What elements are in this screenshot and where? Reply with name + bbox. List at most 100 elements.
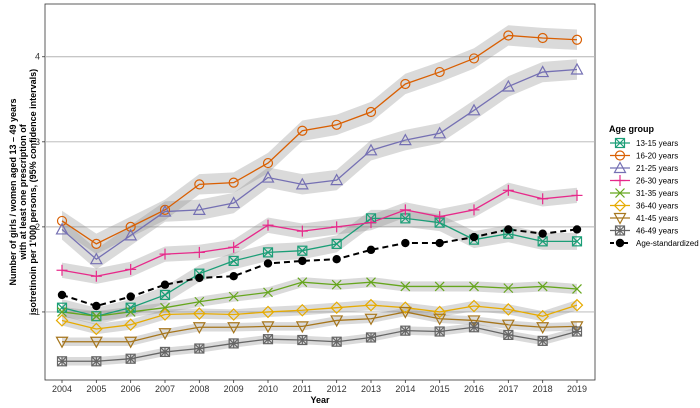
marker-stroke <box>469 281 479 292</box>
marker-triangle-down <box>501 319 515 332</box>
axes: 1 2 3 4 2004 2005 2006 2007 2008 2009 2010 2011 2012… <box>35 52 587 394</box>
data-point-46-49-years <box>228 338 239 349</box>
marker-stroke <box>57 307 67 317</box>
data-point-36-40-years <box>570 298 584 312</box>
legend-key-marker-21-25-years <box>613 161 627 174</box>
marker-triangle <box>227 196 241 209</box>
ci-band-13-15-years <box>62 209 577 325</box>
data-point-13-15-years <box>297 245 308 256</box>
marker-triangle-down <box>295 321 309 334</box>
legend-label-age-standardized: Age-standardized <box>636 239 699 248</box>
marker-circle <box>571 34 583 45</box>
x-tick-label: 2005 <box>86 384 106 394</box>
legend-title: Age group <box>609 124 654 134</box>
data-point-36-40-years <box>261 305 275 319</box>
x-tick-label: 2017 <box>498 384 518 394</box>
marker-circle <box>365 106 377 118</box>
data-point-26-30-years <box>296 225 308 237</box>
data-point-26-30-years <box>228 241 240 253</box>
data-point-31-35-years <box>434 281 445 292</box>
marker-diamond <box>570 298 584 312</box>
marker-stroke <box>57 302 67 313</box>
marker-dot <box>469 232 479 242</box>
data-point-age-standardized <box>401 238 410 248</box>
data-point-41-45-years <box>536 322 550 335</box>
data-point-21-25-years <box>398 133 412 146</box>
data-point-13-15-years <box>571 236 583 247</box>
legend-key-marker-36-40-years <box>613 199 627 212</box>
marker-triangle-down <box>261 321 275 334</box>
data-point-31-35-years <box>537 281 548 292</box>
legend-label-21-25-years: 21-25 years <box>636 164 678 173</box>
x-tick-label: 2006 <box>121 384 141 394</box>
data-point-36-40-years <box>536 309 550 323</box>
legend-key-marker-41-45-years <box>613 212 627 225</box>
marker-stroke <box>91 311 102 322</box>
x-tick-label: 2009 <box>224 384 244 394</box>
marker-dot <box>263 259 273 268</box>
data-point-age-standardized <box>263 259 273 268</box>
data-point-age-standardized <box>504 225 513 234</box>
marker-stroke <box>572 236 582 247</box>
marker-triangle-down <box>89 336 103 349</box>
data-point-41-45-years <box>501 319 515 332</box>
x-tick-label: 2010 <box>258 384 278 394</box>
data-point-16-20-years <box>297 125 308 136</box>
marker-stroke <box>263 287 273 298</box>
marker-stroke <box>537 281 548 292</box>
data-point-46-49-years <box>503 329 514 341</box>
y-axis-title-line-2: with at least one prescription of <box>18 123 28 261</box>
data-point-age-standardized <box>332 255 341 264</box>
data-point-26-30-years <box>434 211 446 223</box>
data-point-31-35-years <box>503 283 514 294</box>
marker-stroke <box>160 302 170 313</box>
data-point-age-standardized <box>57 290 67 300</box>
legend-key-marker-26-30-years <box>614 175 626 186</box>
y-axis-title-line-1: Number of girls / women aged 13 – 49 yea… <box>8 98 18 285</box>
marker-triangle-down <box>330 315 344 328</box>
data-point-16-20-years <box>537 32 548 44</box>
marker-square <box>228 255 239 267</box>
marker-dot <box>504 225 513 234</box>
data-point-31-35-years <box>125 307 136 317</box>
data-point-41-45-years <box>89 336 103 349</box>
marker-circle <box>228 177 239 188</box>
series-line-46-49-years <box>62 326 578 362</box>
y-tick-label: 2 <box>35 222 40 232</box>
marker-triangle-down <box>192 322 206 335</box>
marker-diamond <box>261 305 275 319</box>
marker-square <box>297 245 308 256</box>
marker-dot <box>57 290 67 300</box>
x-tick-label: 2014 <box>395 384 415 394</box>
marker-circle <box>503 30 514 41</box>
series-line-41-45-years <box>62 311 578 343</box>
plot-panel <box>44 3 596 381</box>
marker-dot <box>401 238 410 248</box>
data-point-21-25-years <box>467 103 481 116</box>
marker-stroke <box>434 217 445 228</box>
marker-circle <box>56 215 68 227</box>
data-point-26-30-years <box>502 184 514 196</box>
marker-diamond <box>295 303 309 317</box>
series-line-21-25-years <box>61 68 578 261</box>
marker-circle <box>614 150 626 161</box>
data-point-13-15-years <box>400 213 411 224</box>
marker-triangle-down <box>227 322 241 335</box>
marker-stroke <box>160 290 170 300</box>
marker-dot <box>538 229 547 238</box>
data-point-age-standardized <box>160 280 170 289</box>
series-line-13-15-years <box>61 217 577 317</box>
marker-diamond <box>398 301 412 315</box>
marker-stroke <box>615 138 625 148</box>
legend-key-marker-age-standardized <box>615 238 625 248</box>
data-point-age-standardized <box>229 272 238 281</box>
y-tick-label: 1 <box>35 307 40 317</box>
x-tick-label: 2015 <box>430 384 450 394</box>
marker-circle <box>331 119 342 130</box>
data-point-age-standardized <box>298 256 307 266</box>
marker-dot <box>298 256 307 266</box>
data-point-31-35-years <box>469 281 479 292</box>
data-point-age-standardized <box>469 232 479 242</box>
data-point-36-40-years <box>364 298 378 312</box>
data-point-31-35-years <box>366 277 376 288</box>
